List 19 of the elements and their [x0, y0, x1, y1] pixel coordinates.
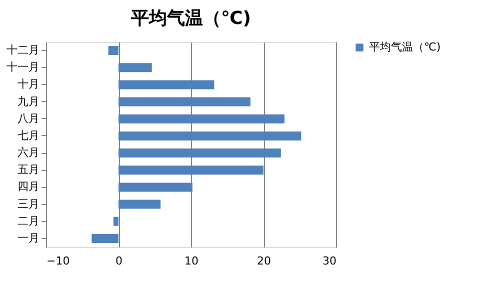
y-tick-label: 十一月 — [6, 60, 40, 74]
y-tick-label: 六月 — [18, 146, 40, 160]
y-tick-label: 八月 — [18, 112, 40, 125]
chart-title: 平均气温（℃) — [130, 8, 252, 29]
legend-label: 平均气温（℃) — [369, 40, 441, 54]
y-tick-label: 五月 — [18, 163, 40, 176]
y-tick-label: 二月 — [18, 214, 40, 228]
y-tick-label: 三月 — [18, 197, 40, 210]
x-tick-label: 30 — [322, 254, 336, 268]
x-tick-label: 10 — [184, 254, 198, 268]
y-tick-label: 一月 — [18, 231, 40, 244]
x-tick-label: 20 — [257, 254, 271, 268]
x-tick-label: 0 — [116, 254, 122, 268]
y-tick-label: 九月 — [18, 94, 40, 108]
x-tick-label: −10 — [46, 254, 70, 268]
y-tick-label: 十月 — [18, 78, 40, 91]
y-tick-label: 四月 — [18, 180, 40, 194]
y-tick-label: 十二月 — [6, 44, 40, 57]
y-tick-label: 七月 — [18, 128, 40, 142]
